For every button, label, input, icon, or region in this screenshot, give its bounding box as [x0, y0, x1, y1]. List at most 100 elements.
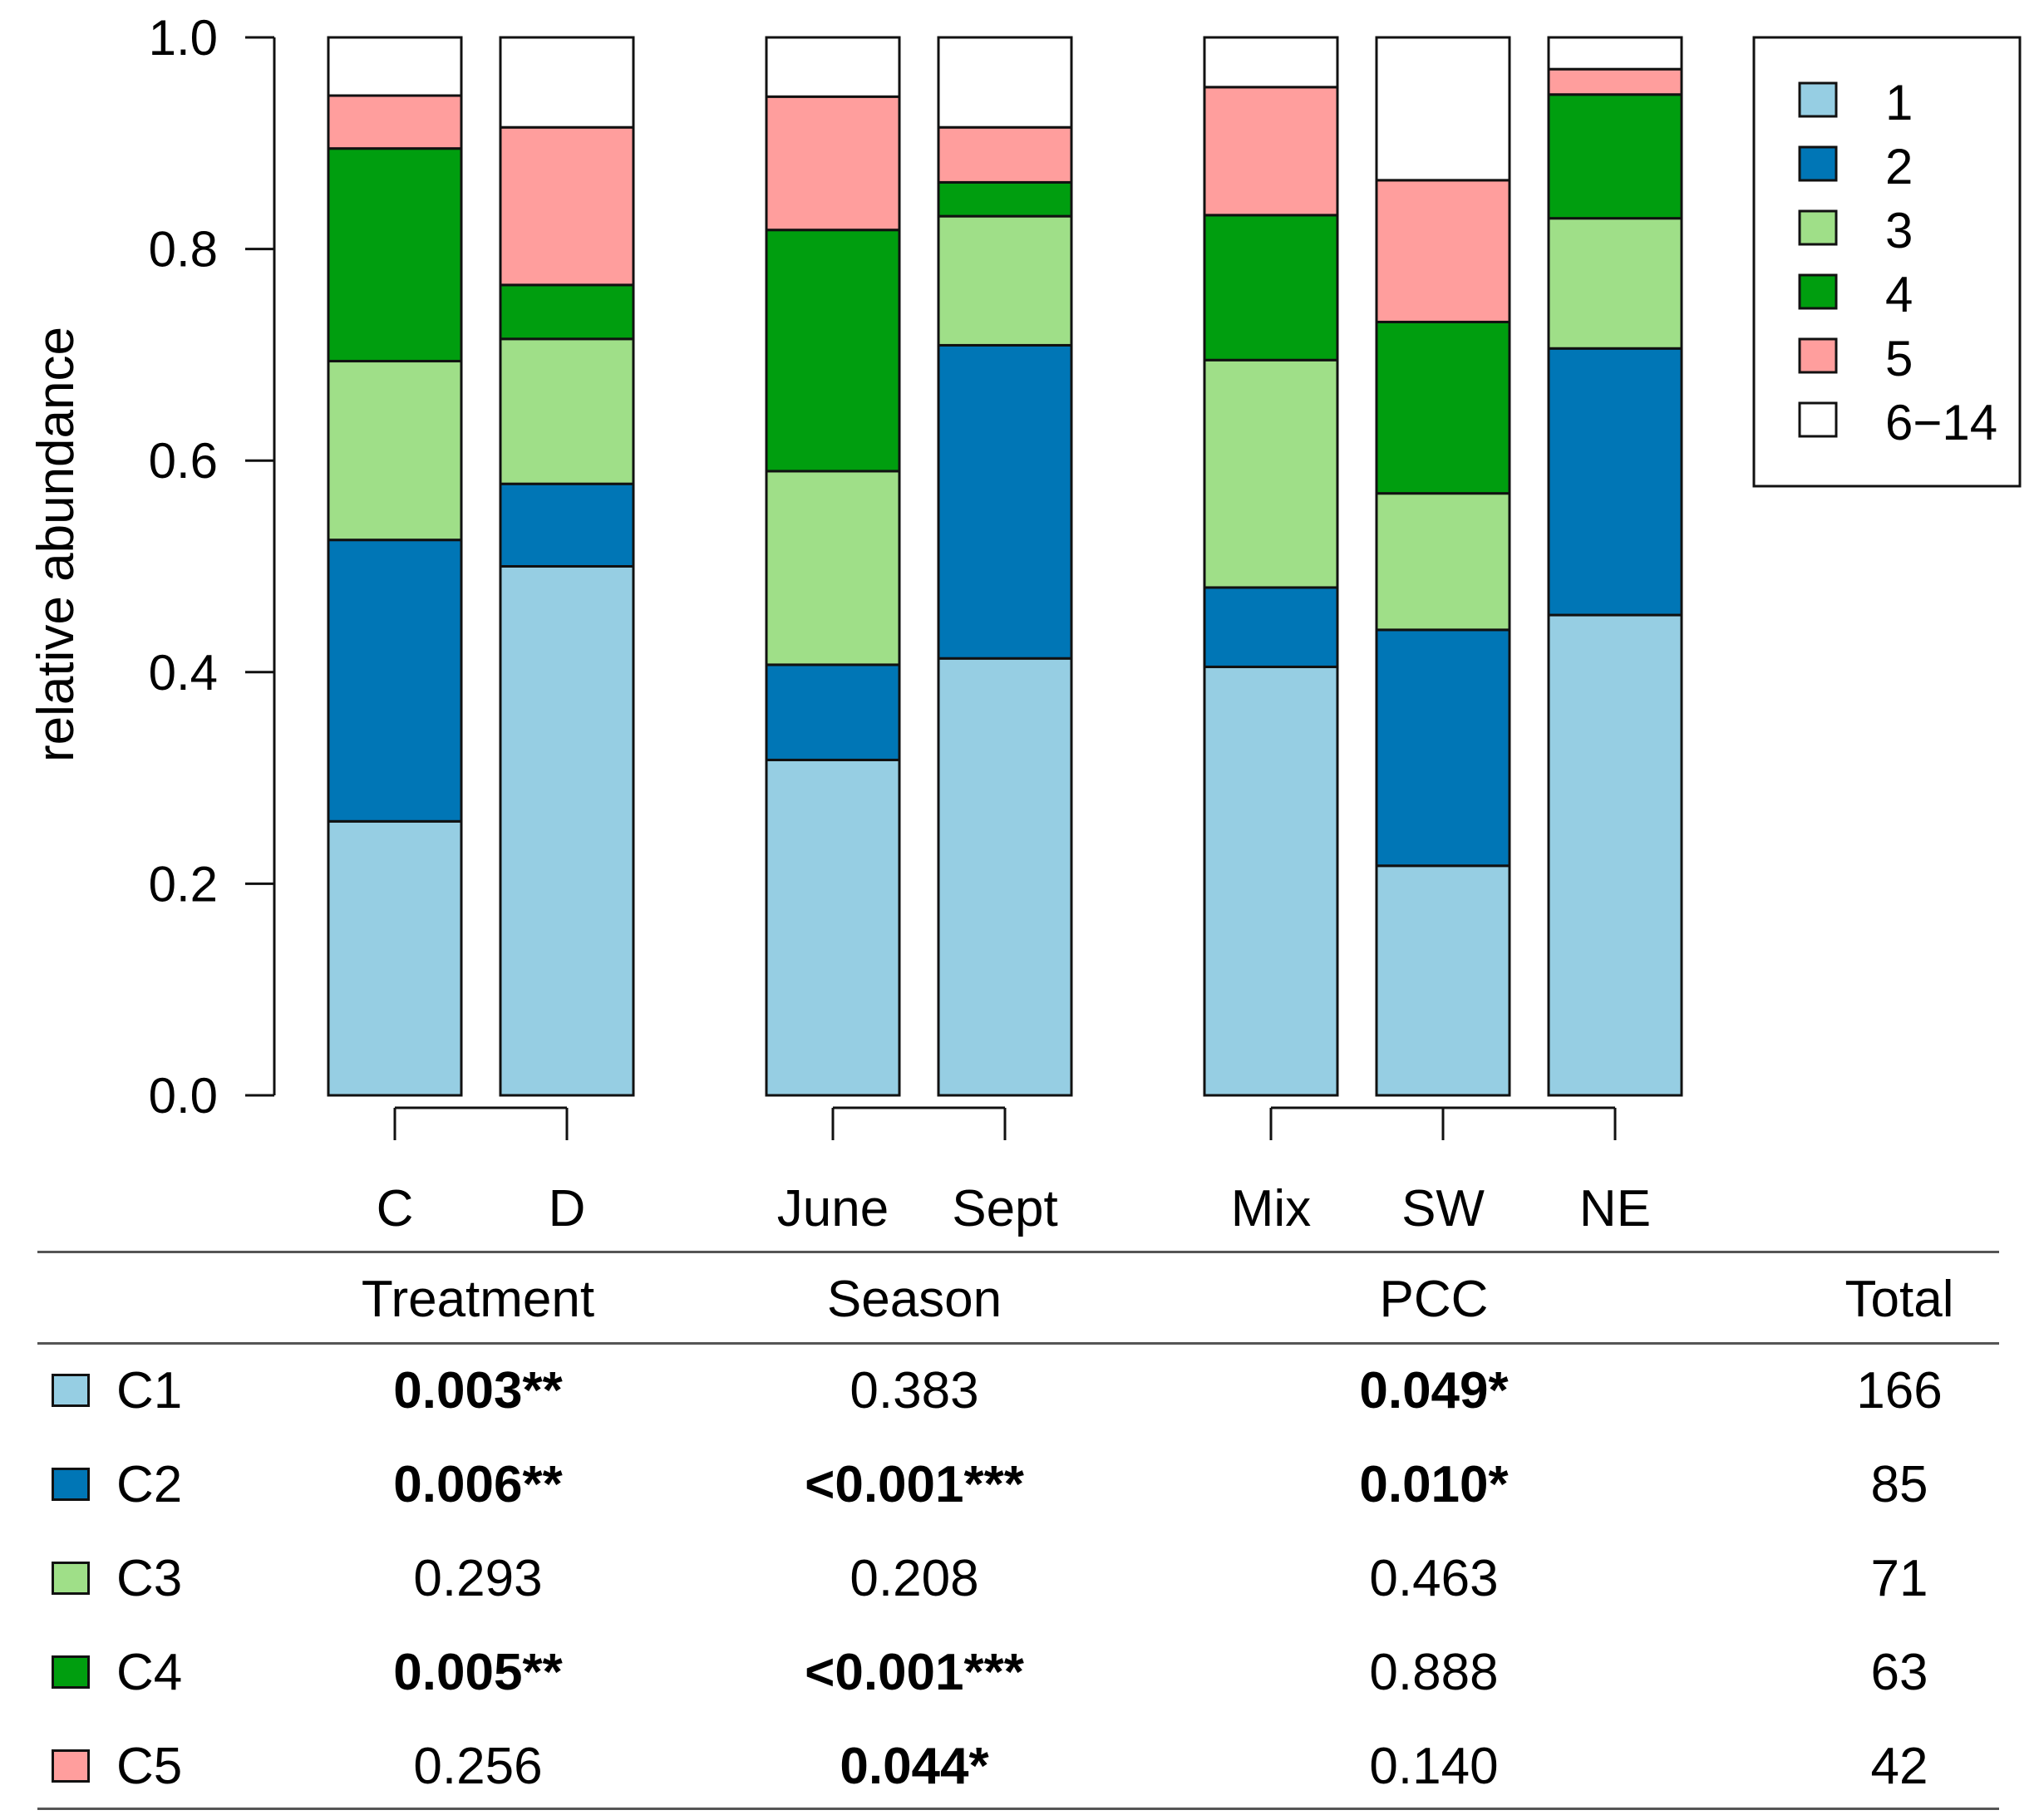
bar-segment-Mix-2: [1203, 586, 1339, 668]
table-rule: [37, 1342, 1999, 1345]
cell-C3-total: 71: [1870, 1550, 1928, 1607]
y-tick-label: 0.2: [149, 856, 218, 912]
row-swatch-C3: [52, 1562, 90, 1595]
bar-segment-SW-2: [1375, 628, 1511, 868]
legend-swatch: [1798, 337, 1838, 374]
bar-segment-SW-3: [1375, 492, 1511, 632]
bar-SW: [1375, 36, 1511, 1097]
bar-segment-Sept-1: [937, 657, 1073, 1097]
y-axis: 0.0 0.2 0.4 0.6 0.8 1.0: [149, 10, 276, 1124]
cell-C5-season: 0.044*: [840, 1738, 989, 1795]
bar-segment-Sept-3: [937, 214, 1073, 347]
bar-segment-C-6−14: [327, 36, 463, 97]
cell-C2-season: <0.001***: [805, 1456, 1024, 1513]
legend-label: 1: [1885, 75, 1913, 130]
x-tick-label: June: [777, 1180, 889, 1237]
bar-segment-June-2: [765, 663, 901, 761]
cell-C4-treatment: 0.005**: [393, 1644, 563, 1701]
bar-segment-C-4: [327, 147, 463, 363]
x-tick-label: SW: [1401, 1180, 1485, 1237]
table-header-pcc: PCC: [1379, 1271, 1489, 1328]
bar-segment-Sept-6−14: [937, 36, 1073, 129]
bar-segment-NE-1: [1547, 613, 1683, 1097]
bar-segment-SW-1: [1375, 864, 1511, 1097]
legend-swatch: [1798, 209, 1838, 246]
cell-C3-season: 0.208: [850, 1550, 979, 1607]
y-axis-label: relative abundance: [27, 327, 85, 762]
cell-C1-pcc: 0.049*: [1359, 1362, 1509, 1419]
y-tick-label: 1.0: [149, 10, 218, 66]
cell-C5-pcc: 0.140: [1369, 1738, 1499, 1795]
bar-segment-C-3: [327, 360, 463, 542]
bar-segment-NE-3: [1547, 217, 1683, 350]
table-header-total: Total: [1844, 1271, 1954, 1328]
cell-C1-total: 166: [1856, 1362, 1943, 1419]
cell-C2-pcc: 0.010*: [1359, 1456, 1509, 1513]
legend: 1 2 3 4 5 6−14: [1752, 36, 2022, 488]
bar-segment-D-3: [499, 337, 635, 485]
bar-segment-D-5: [499, 125, 635, 287]
bar-segment-Sept-4: [937, 180, 1073, 218]
bar-segment-D-1: [499, 565, 635, 1097]
legend-swatch: [1798, 273, 1838, 310]
x-tick-label: C: [377, 1180, 414, 1237]
bar-segment-Sept-5: [937, 125, 1073, 184]
bar-segment-Mix-3: [1203, 358, 1339, 589]
bar-segment-Mix-4: [1203, 214, 1339, 362]
stacked-bar-chart: relative abundance 0.0 0.2 0.4 0.6 0.8 1.0 C D…: [27, 10, 2022, 1237]
cell-C1-treatment: 0.003**: [393, 1362, 563, 1419]
cell-C5-total: 42: [1870, 1738, 1928, 1795]
legend-label: 2: [1885, 139, 1913, 194]
bar-segment-NE-2: [1547, 347, 1683, 617]
row-label-C4: C4: [116, 1644, 183, 1701]
legend-swatch: [1798, 401, 1838, 438]
x-tick-label: Sept: [952, 1180, 1058, 1237]
bar-June: [765, 36, 901, 1097]
cell-C2-total: 85: [1870, 1456, 1928, 1513]
bar-segment-C-5: [327, 94, 463, 150]
bar-segment-Mix-6−14: [1203, 36, 1339, 89]
cell-C3-treatment: 0.293: [413, 1550, 543, 1607]
bar-segment-Mix-5: [1203, 86, 1339, 217]
bar-segment-C-2: [327, 539, 463, 823]
x-tick-label: D: [549, 1180, 586, 1237]
bar-NE: [1547, 36, 1683, 1097]
bar-segment-D-2: [499, 482, 635, 568]
row-swatch-C5: [52, 1749, 90, 1783]
x-axis: C D June Sept Mix SW NE: [377, 1106, 1651, 1237]
y-tick-label: 0.8: [149, 222, 218, 278]
bar-segment-NE-6−14: [1547, 36, 1683, 71]
row-label-C2: C2: [116, 1456, 183, 1513]
x-tick-label: NE: [1579, 1180, 1651, 1237]
bar-segment-D-4: [499, 283, 635, 341]
bar-D: [499, 36, 635, 1097]
bar-segment-June-5: [765, 95, 901, 232]
row-swatch-C2: [52, 1468, 90, 1501]
bar-segment-SW-4: [1375, 320, 1511, 495]
bar-segment-D-6−14: [499, 36, 635, 129]
legend-box: [1752, 36, 2022, 488]
bar-segment-Sept-2: [937, 343, 1073, 660]
row-swatch-C4: [52, 1655, 90, 1689]
bars: [327, 36, 1683, 1097]
bar-segment-June-4: [765, 229, 901, 473]
cell-C4-season: <0.001***: [805, 1644, 1024, 1701]
cell-C4-total: 63: [1870, 1644, 1928, 1701]
cell-C3-pcc: 0.463: [1369, 1550, 1499, 1607]
bar-C: [327, 36, 463, 1097]
y-tick-label: 0.6: [149, 433, 218, 489]
bar-segment-June-3: [765, 470, 901, 667]
bar-segment-NE-4: [1547, 93, 1683, 220]
cell-C1-season: 0.383: [850, 1362, 979, 1419]
row-swatch-C1: [52, 1374, 90, 1407]
legend-label: 5: [1885, 331, 1913, 386]
legend-swatch: [1798, 145, 1838, 182]
row-label-C3: C3: [116, 1550, 183, 1607]
legend-swatch: [1798, 81, 1838, 118]
bar-segment-Mix-1: [1203, 665, 1339, 1097]
row-label-C1: C1: [116, 1362, 183, 1419]
cell-C5-treatment: 0.256: [413, 1738, 543, 1795]
cell-C2-treatment: 0.006**: [393, 1456, 563, 1513]
bar-segment-June-6−14: [765, 36, 901, 98]
y-tick-label: 0.4: [149, 645, 218, 701]
